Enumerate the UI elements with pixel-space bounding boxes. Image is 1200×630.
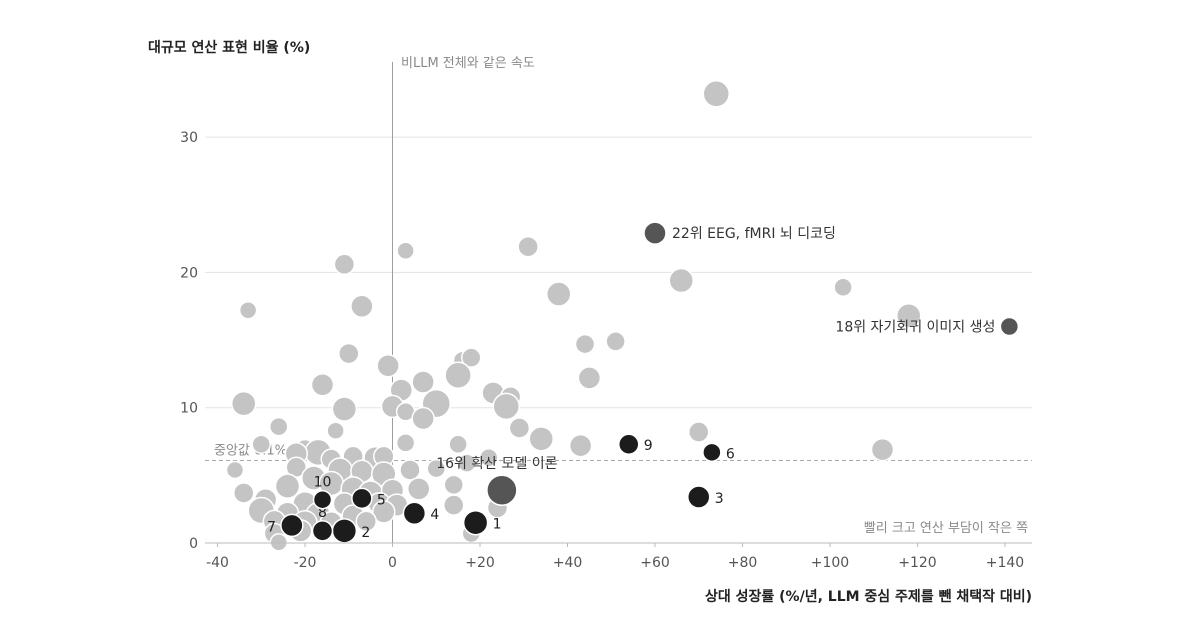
background-point xyxy=(331,396,358,422)
background-point xyxy=(350,294,374,318)
background-point xyxy=(577,366,602,390)
highlight-point-label: 22위 EEG, fMRI 뇌 디코딩 xyxy=(672,226,836,242)
ranked-point-label: 6 xyxy=(726,446,735,462)
highlight-point xyxy=(643,221,667,245)
background-point xyxy=(492,392,520,421)
background-point xyxy=(355,510,377,533)
highlight-points: 22위 EEG, fMRI 뇌 디코딩 18위 자기회귀 이미지 생성 16위 확산… xyxy=(436,221,1020,506)
ranked-point xyxy=(351,487,373,510)
background-point xyxy=(702,80,730,108)
background-point xyxy=(896,302,922,329)
background-point xyxy=(568,433,593,458)
x-tick-label: +20 xyxy=(465,555,495,571)
x-tick-label: +140 xyxy=(986,555,1024,571)
ranked-point-label: 7 xyxy=(267,519,276,535)
background-point xyxy=(338,342,360,365)
ranked-point xyxy=(687,485,711,509)
highlight-point-label: 18위 자기회귀 이미지 생성 xyxy=(835,320,995,336)
background-point xyxy=(395,433,416,453)
ranked-point xyxy=(311,520,334,542)
background-point xyxy=(457,453,477,473)
ranked-point-label: 8 xyxy=(318,505,327,521)
ranked-point-label: 1 xyxy=(493,517,502,533)
zero-line-label: 비LLM 전체와 같은 속도 xyxy=(401,56,535,71)
background-point xyxy=(668,267,694,294)
background-point xyxy=(238,301,258,320)
highlight-point xyxy=(999,316,1020,337)
highlight-point xyxy=(486,474,518,506)
background-point xyxy=(870,437,895,462)
background-point xyxy=(546,281,572,307)
x-tick-label: +80 xyxy=(728,555,758,571)
background-point xyxy=(269,416,289,437)
background-point xyxy=(574,333,596,355)
ranked-point xyxy=(618,433,640,455)
ranked-point-label: 9 xyxy=(644,438,653,454)
ranked-point xyxy=(402,501,427,525)
y-tick-label: 0 xyxy=(189,536,198,552)
y-tick-label: 10 xyxy=(180,401,198,417)
background-point xyxy=(376,354,400,378)
ranked-point xyxy=(702,442,722,463)
x-axis-title: 상대 성장률 (%/년, LLM 중심 주제를 뺀 채택작 대비) xyxy=(705,588,1032,605)
background-point xyxy=(688,421,710,443)
background-point xyxy=(274,473,301,499)
background-point xyxy=(333,253,356,276)
x-tick-label: +60 xyxy=(640,555,670,571)
x-tick-label: +100 xyxy=(811,555,849,571)
background-point xyxy=(448,434,468,454)
quadrant-label: 빨리 크고 연산 부담이 작은 쪽 xyxy=(864,521,1028,536)
background-point xyxy=(443,494,465,516)
highlight-point-label: 16위 확산 모델 이론 xyxy=(436,456,557,472)
labels: 대규모 연산 표현 비율 (%) 상대 성장률 (%/년, LLM 중심 주제를… xyxy=(148,39,1032,605)
background-point xyxy=(426,458,446,479)
background-point xyxy=(517,235,539,258)
y-tick-label: 30 xyxy=(180,130,198,146)
background-point xyxy=(399,459,421,481)
background-point xyxy=(233,482,255,504)
y-tick-label: 20 xyxy=(180,265,198,281)
background-point xyxy=(833,277,853,298)
background-point xyxy=(528,426,554,452)
background-point xyxy=(310,372,335,397)
axes: 0 10 20 30 -40 -20 0 +20 +40 +60 +80 +100 +120 +140 xyxy=(180,130,1032,571)
background-point xyxy=(269,533,288,552)
median-label: 중앙값 6.1% xyxy=(214,443,287,458)
ranked-point-label: 4 xyxy=(430,507,439,523)
grid-lines xyxy=(205,136,1032,409)
ranked-point-label: 2 xyxy=(361,525,370,541)
background-point xyxy=(231,390,257,417)
background-point xyxy=(411,370,435,394)
ranked-points: 1 2 3 4 5 6 7 8 9 10 xyxy=(267,433,735,544)
ranked-point xyxy=(312,489,333,510)
background-point xyxy=(225,460,245,480)
ranked-point-label: 10 xyxy=(314,475,332,491)
y-axis-title: 대규모 연산 표현 비율 (%) xyxy=(148,39,310,56)
ranked-point-label: 5 xyxy=(377,492,386,508)
ranked-point xyxy=(280,513,304,538)
background-point xyxy=(605,331,626,352)
ranked-point xyxy=(462,509,489,536)
background-point xyxy=(508,417,531,439)
background-point xyxy=(251,434,271,454)
background-point xyxy=(411,406,435,431)
background-point xyxy=(372,500,396,524)
ranked-point-label: 3 xyxy=(715,491,724,507)
background-point xyxy=(461,347,482,368)
x-tick-label: +120 xyxy=(898,555,936,571)
background-point xyxy=(326,421,345,440)
x-tick-label: 0 xyxy=(388,555,397,571)
background-point xyxy=(407,477,431,501)
background-point xyxy=(479,448,499,468)
background-point xyxy=(396,241,415,261)
x-tick-label: -40 xyxy=(206,555,229,571)
x-tick-label: +40 xyxy=(553,555,583,571)
background-point xyxy=(444,361,472,389)
background-point xyxy=(443,474,464,496)
x-tick-label: -20 xyxy=(294,555,317,571)
ranked-point xyxy=(331,518,358,544)
